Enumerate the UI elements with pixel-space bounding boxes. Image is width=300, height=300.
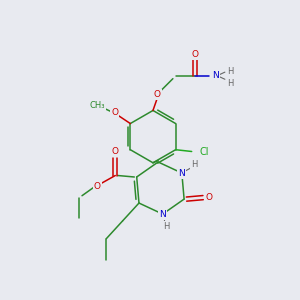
Text: H: H bbox=[191, 160, 197, 169]
Text: N: N bbox=[159, 210, 166, 219]
Text: O: O bbox=[206, 193, 213, 202]
Text: O: O bbox=[154, 90, 161, 99]
Text: O: O bbox=[112, 147, 119, 156]
Text: H: H bbox=[163, 222, 170, 231]
Text: O: O bbox=[191, 50, 198, 59]
Text: CH₃: CH₃ bbox=[89, 101, 105, 110]
Text: O: O bbox=[111, 108, 118, 117]
Text: N: N bbox=[178, 169, 185, 178]
Text: H: H bbox=[227, 79, 233, 88]
Text: H: H bbox=[227, 67, 233, 76]
Text: O: O bbox=[94, 182, 101, 191]
Text: Cl: Cl bbox=[200, 147, 209, 157]
Text: N: N bbox=[212, 71, 218, 80]
